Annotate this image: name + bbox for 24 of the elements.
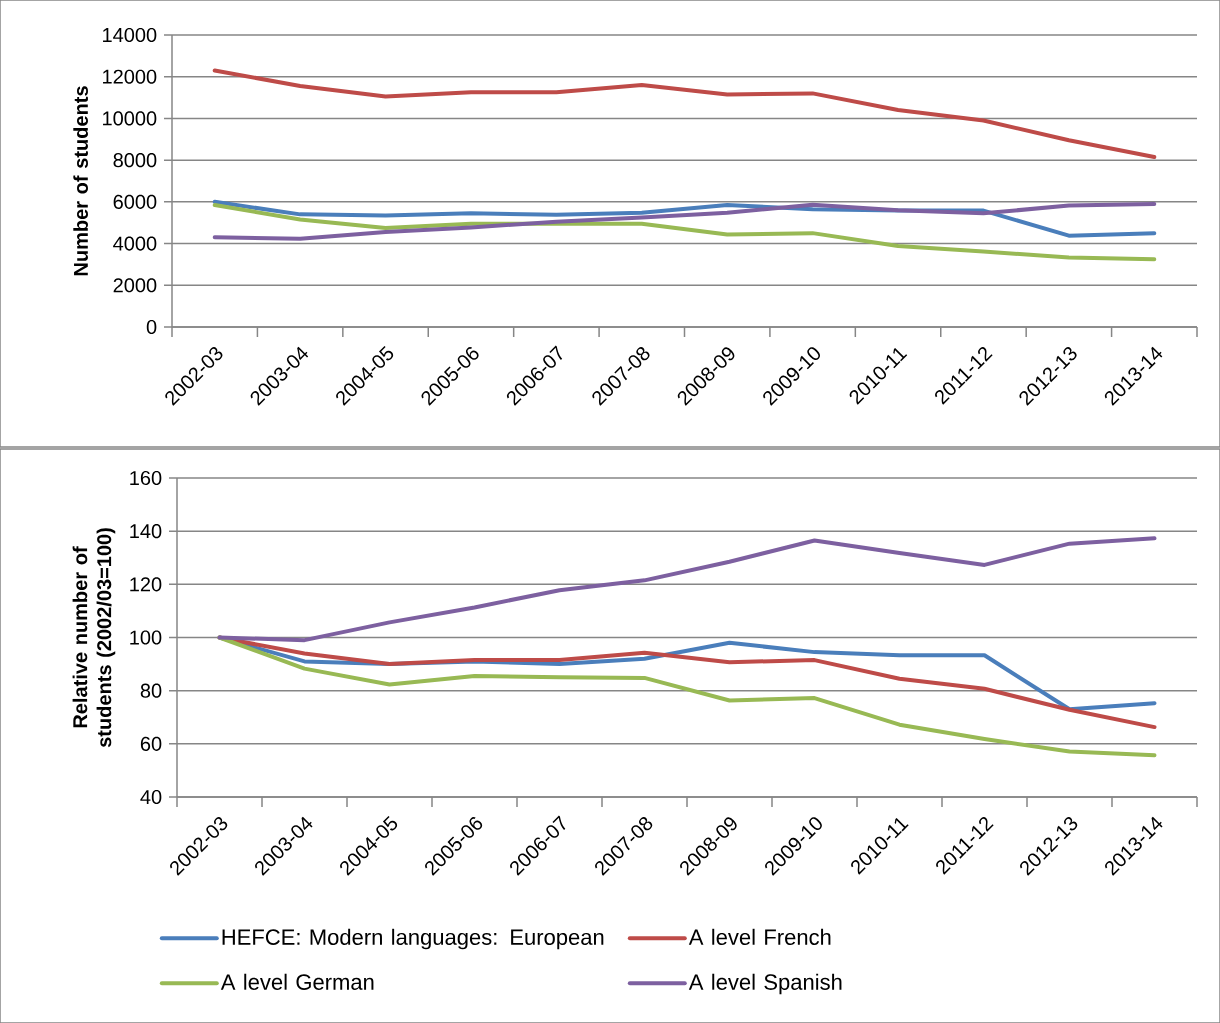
y-tick-label: 80 (140, 683, 162, 698)
y-tick-label: 100 (130, 630, 162, 645)
line-series (217, 536, 1157, 643)
y-tick-label: 140 (130, 524, 162, 539)
legend-label: A level Spanish (688, 973, 842, 995)
line-series (212, 68, 1157, 160)
y-tick-label: 4000 (113, 236, 157, 251)
y-tick-label: 8000 (113, 153, 157, 168)
y-tick-label: 120 (130, 577, 162, 592)
y-tick-label: 10000 (103, 111, 157, 126)
legend-label: A level French (688, 928, 831, 945)
y-tick-label: 12000 (103, 69, 157, 84)
y-tick-label: 160 (130, 470, 162, 486)
legend-label: A level German (220, 973, 374, 990)
legend-label: HEFCE: Modern languages: European (222, 928, 604, 950)
line-series (217, 635, 1157, 758)
y-tick-label: 6000 (113, 194, 157, 209)
y-axis-title: Number of students (73, 86, 88, 276)
y-tick-label: 0 (146, 319, 157, 335)
y-tick-label: 2000 (113, 278, 157, 293)
y-tick-label: 14000 (103, 27, 157, 43)
y-axis-title: Relative number of students (2002/03=100) (72, 528, 116, 748)
y-tick-label: 40 (140, 789, 162, 805)
y-tick-label: 60 (140, 736, 162, 751)
